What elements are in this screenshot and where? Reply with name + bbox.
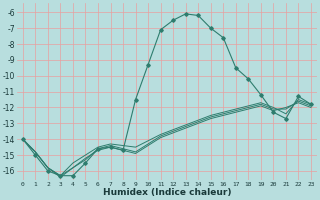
X-axis label: Humidex (Indice chaleur): Humidex (Indice chaleur) <box>103 188 231 197</box>
